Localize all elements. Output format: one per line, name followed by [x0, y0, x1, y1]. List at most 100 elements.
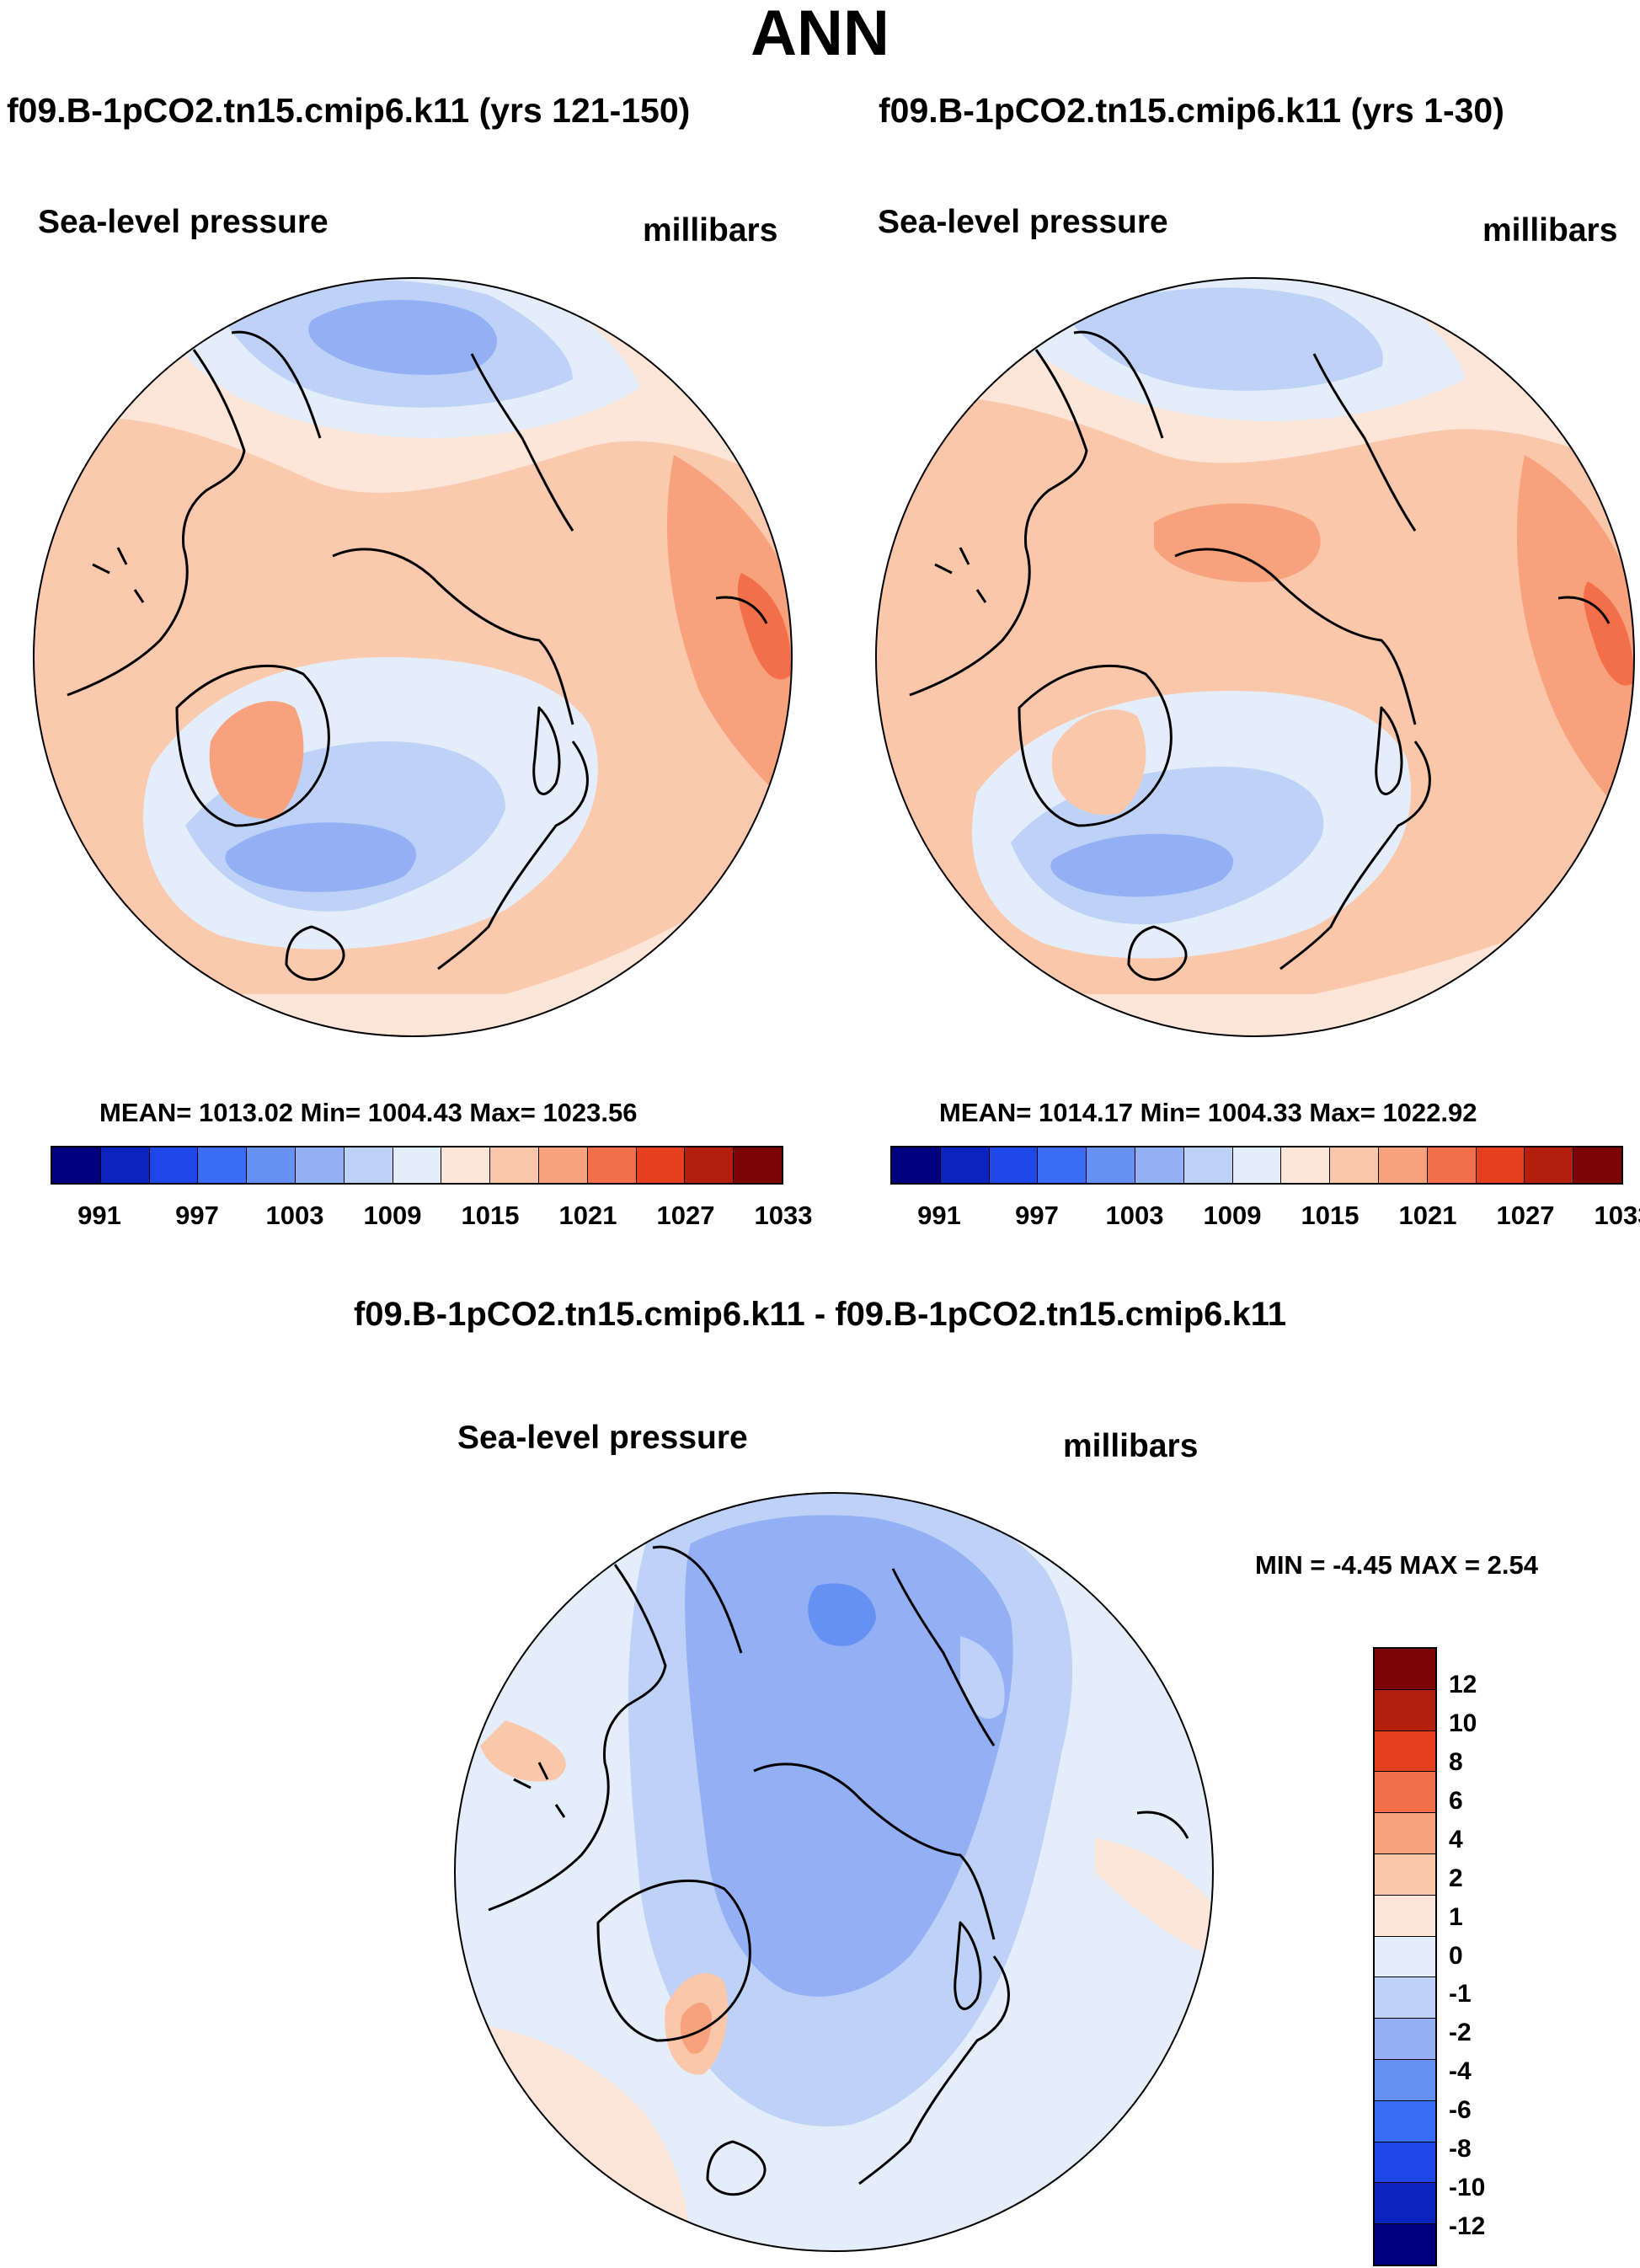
- diff-colorbar-swatch: [1375, 1936, 1435, 1978]
- diff-colorbar-swatch: [1375, 1689, 1435, 1731]
- left-colorbar-tick-label: 1015: [461, 1201, 520, 1230]
- right-colorbar-tick-label: 991: [917, 1201, 961, 1230]
- right-aleutian-low-core: [1070, 287, 1383, 391]
- diff-stats-label: MIN = -4.45 MAX = 2.54: [1255, 1550, 1538, 1580]
- diff-colorbar-swatch: [1375, 1649, 1435, 1690]
- diff-colorbar-ticks: 12 10 8 6 4 2 1 0 -1 -2 -4 -6 -8 -10 -12: [1449, 1647, 1550, 2266]
- left-units-label: millibars: [643, 212, 778, 249]
- right-colorbar-swatch: [1378, 1147, 1428, 1183]
- left-colorbar-tick-label: 1027: [656, 1201, 715, 1230]
- left-colorbar-swatch: [198, 1147, 248, 1183]
- diff-colorbar-tick-label: -4: [1449, 2057, 1472, 2086]
- left-colorbar-swatch: [247, 1147, 296, 1183]
- right-colorbar-swatch: [989, 1147, 1039, 1183]
- diff-colorbar-tick-label: -1: [1449, 1980, 1472, 2009]
- diff-negative-east-inner: [960, 1636, 1005, 1720]
- left-colorbar-tick-label: 991: [77, 1201, 121, 1230]
- left-map-border: [33, 277, 793, 1037]
- diff-colorbar-tick-label: -2: [1449, 2019, 1472, 2047]
- diff-colorbar-swatch: [1375, 2019, 1435, 2060]
- diff-colorbar-swatch: [1375, 1895, 1435, 1937]
- right-stats-label: MEAN= 1014.17 Min= 1004.33 Max= 1022.92: [939, 1098, 1477, 1127]
- right-colorbar-tick-label: 1033: [1594, 1201, 1640, 1230]
- right-colorbar-tick-label: 1021: [1398, 1201, 1457, 1230]
- diff-polar-map: [454, 1492, 1214, 2252]
- diff-positive-east: [1095, 1838, 1213, 1956]
- diff-colorbar-swatch: [1375, 2183, 1435, 2225]
- diff-colorbar-tick-label: -6: [1449, 2096, 1472, 2125]
- left-colorbar-swatch: [636, 1147, 686, 1183]
- right-colorbar-swatch: [1281, 1147, 1331, 1183]
- right-colorbar-ticks: 991 997 1003 1009 1015 1021 1027 1033: [840, 1201, 1640, 1234]
- right-colorbar-swatch: [1232, 1147, 1282, 1183]
- diff-colorbar-swatch: [1375, 2100, 1435, 2142]
- diff-colorbar-tick-label: 1: [1449, 1902, 1463, 1931]
- left-aleutian-low-core: [308, 300, 497, 375]
- left-colorbar-tick-label: 1003: [265, 1201, 324, 1230]
- right-colorbar-swatch: [1135, 1147, 1184, 1183]
- left-colorbar-swatch: [52, 1147, 101, 1183]
- left-max-high-core: [737, 573, 792, 680]
- left-icelandic-low-core: [225, 822, 417, 892]
- diff-colorbar-swatch: [1375, 2059, 1435, 2101]
- diff-colorbar-tick-label: -12: [1449, 2212, 1486, 2241]
- diff-min-core: [808, 1583, 876, 1646]
- right-colorbar-tick-label: 1003: [1105, 1201, 1164, 1230]
- right-colorbar-tick-label: 1027: [1496, 1201, 1555, 1230]
- right-colorbar-swatch: [1427, 1147, 1477, 1183]
- right-colorbar-swatch: [1087, 1147, 1135, 1183]
- diff-colorbar-tick-label: 4: [1449, 1825, 1463, 1853]
- left-colorbar-swatch: [149, 1147, 199, 1183]
- left-variable-label: Sea-level pressure: [38, 204, 329, 240]
- left-colorbar-tick-label: 997: [175, 1201, 219, 1230]
- left-colorbar-swatch: [490, 1147, 539, 1183]
- right-colorbar-tick-label: 1009: [1203, 1201, 1262, 1230]
- right-colorbar-swatch: [892, 1147, 941, 1183]
- right-coastlines: [909, 330, 1611, 982]
- diff-colorbar-tick-label: -8: [1449, 2135, 1472, 2164]
- right-polar-map: [875, 277, 1635, 1037]
- left-panel-title: f09.B-1pCO2.tn15.cmip6.k11 (yrs 121-150): [7, 91, 691, 130]
- left-colorbar-swatch: [734, 1147, 782, 1183]
- right-colorbar-swatch: [1573, 1147, 1621, 1183]
- right-units-label: millibars: [1482, 212, 1618, 249]
- left-colorbar-tick-label: 1009: [363, 1201, 422, 1230]
- diff-colorbar-tick-label: 0: [1449, 1941, 1463, 1970]
- left-colorbar-swatch: [587, 1147, 637, 1183]
- diff-colorbar-swatch: [1375, 2142, 1435, 2184]
- diff-colorbar-tick-label: 2: [1449, 1864, 1463, 1892]
- left-colorbar-swatch: [441, 1147, 491, 1183]
- diff-colorbar-swatch: [1375, 1853, 1435, 1896]
- diff-colorbar-tick-label: -10: [1449, 2174, 1486, 2202]
- diff-colorbar-swatch: [1375, 1977, 1435, 2019]
- right-colorbar-swatch: [1038, 1147, 1087, 1183]
- diff-map-border: [454, 1492, 1214, 2252]
- right-colorbar-swatch: [1330, 1147, 1379, 1183]
- diff-colorbar-tick-label: 12: [1449, 1670, 1477, 1698]
- right-colorbar-swatch: [1476, 1147, 1525, 1183]
- right-greenland-high: [1051, 709, 1146, 816]
- right-colorbar-swatch: [1525, 1147, 1574, 1183]
- right-arctic-high: [1154, 503, 1321, 582]
- diff-colorbar-tick-label: 8: [1449, 1747, 1463, 1776]
- left-colorbar: [51, 1146, 783, 1185]
- right-colorbar-swatch: [1183, 1147, 1233, 1183]
- left-stats-label: MEAN= 1013.02 Min= 1004.43 Max= 1023.56: [99, 1098, 638, 1127]
- diff-colorbar-tick-label: 10: [1449, 1709, 1477, 1737]
- main-title: ANN: [751, 0, 889, 69]
- left-polar-map: [33, 277, 793, 1037]
- left-colorbar-swatch: [538, 1147, 588, 1183]
- diff-coastlines: [488, 1545, 1189, 2196]
- diff-colorbar-swatch: [1375, 1772, 1435, 1814]
- diff-max-core: [680, 2003, 712, 2054]
- right-colorbar-swatch: [940, 1147, 990, 1183]
- diff-positive-west-core: [480, 1720, 566, 1782]
- right-icelandic-low-core: [1050, 833, 1234, 897]
- right-colorbar: [890, 1146, 1623, 1185]
- left-coastlines: [67, 330, 768, 982]
- left-colorbar-tick-label: 1021: [558, 1201, 617, 1230]
- left-colorbar-swatch: [685, 1147, 735, 1183]
- diff-panel-title: f09.B-1pCO2.tn15.cmip6.k11 - f09.B-1pCO2…: [353, 1296, 1287, 1333]
- diff-variable-label: Sea-level pressure: [457, 1420, 748, 1456]
- left-colorbar-tick-label: 1033: [754, 1201, 813, 1230]
